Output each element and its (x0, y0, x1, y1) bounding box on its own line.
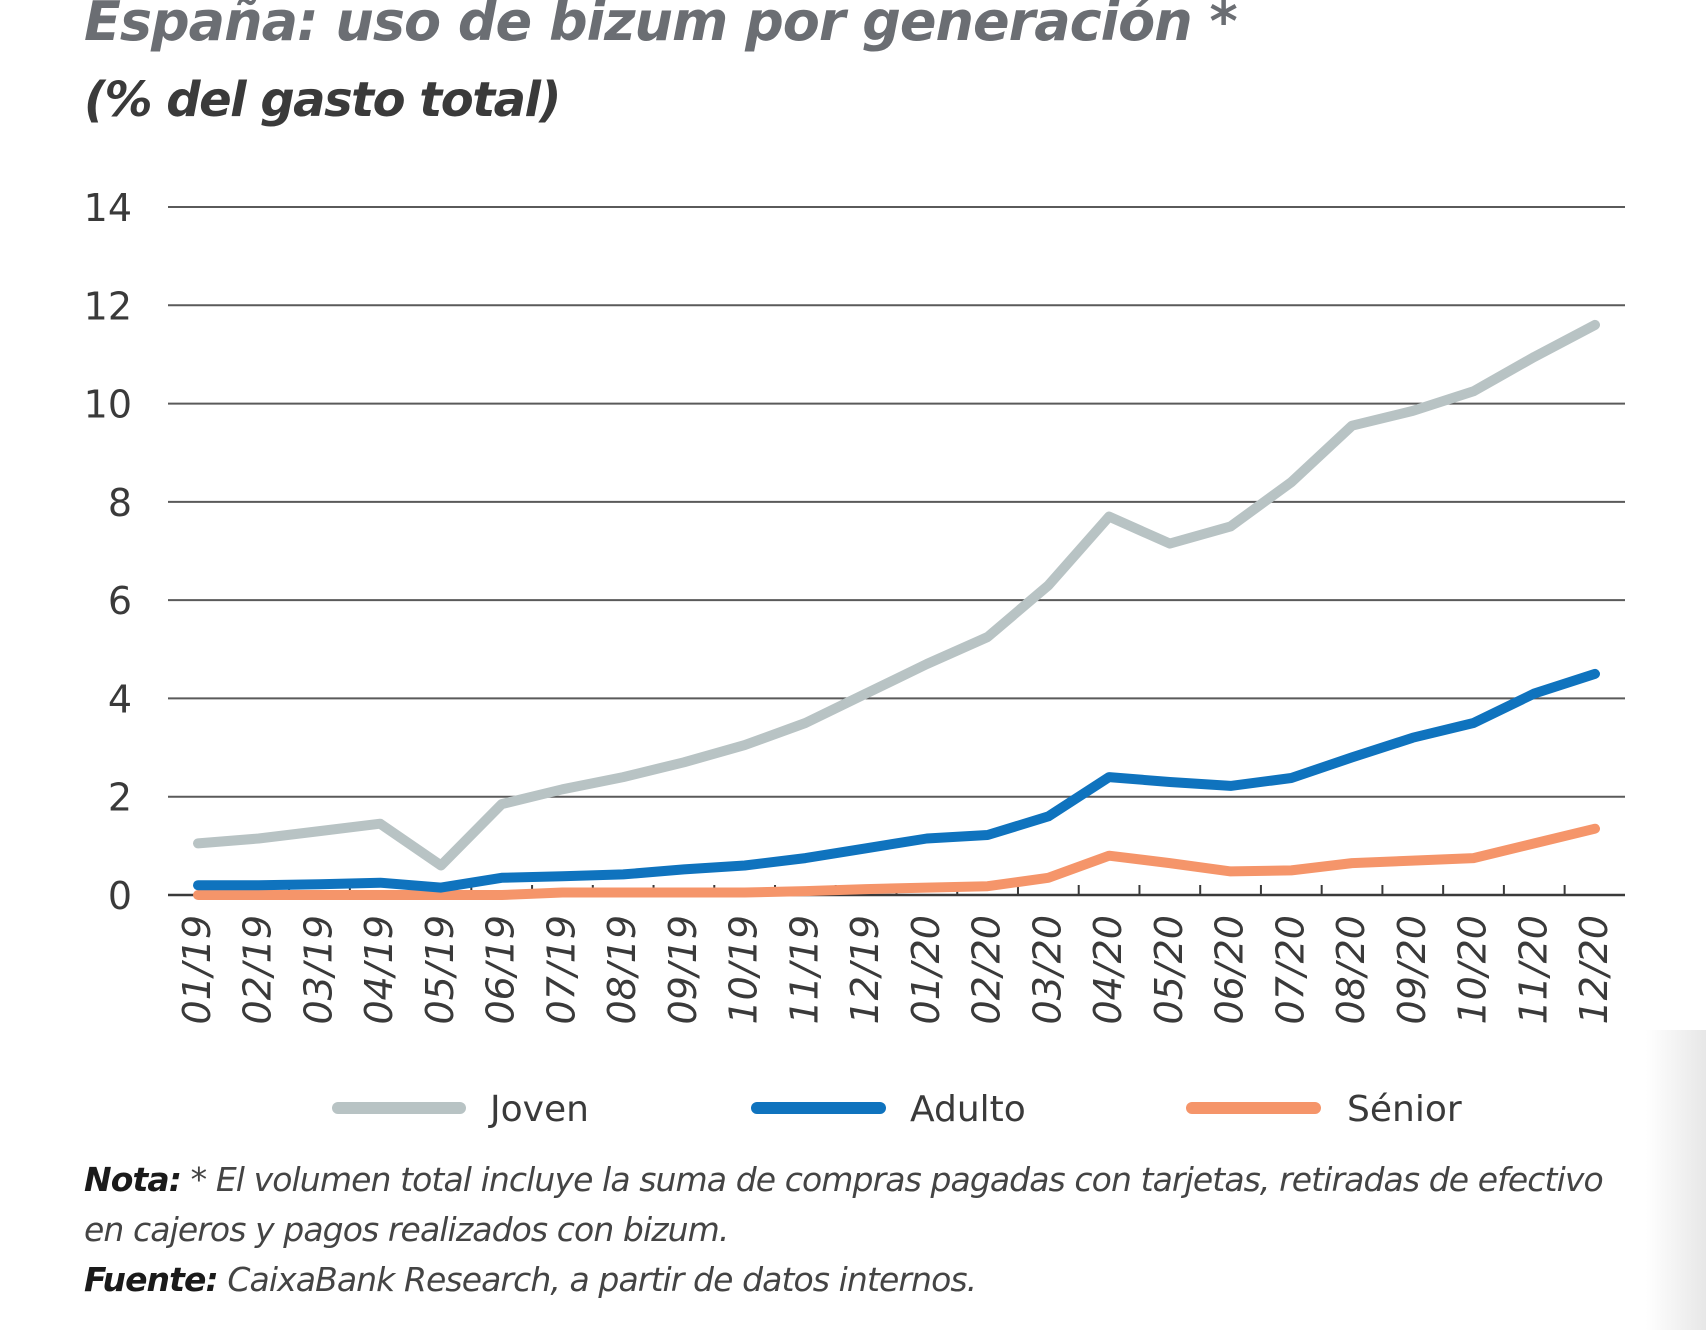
y-axis-ticks: 0 2 4 6 8 10 12 14 (84, 186, 132, 918)
nota-text-line1: * El volumen total incluye la suma de co… (190, 1160, 1604, 1199)
edge-shade (1646, 1030, 1706, 1330)
x-tick-label: 09/19 (661, 915, 705, 1025)
x-tick-label: 05/19 (418, 915, 462, 1025)
y-tick-label: 14 (84, 186, 132, 230)
chart-title: España: uso de bizum por generación * (84, 0, 1238, 53)
x-tick-label: 07/20 (1268, 915, 1312, 1025)
footnote-nota-cont: en cajeros y pagos realizados con bizum. (84, 1210, 1644, 1249)
x-tick-label: 09/20 (1390, 915, 1434, 1025)
x-tick-label: 04/19 (357, 915, 401, 1025)
x-tick-label: 10/19 (722, 915, 766, 1025)
y-tick-label: 10 (84, 383, 132, 427)
legend-label: Joven (488, 1089, 589, 1130)
y-tick-label: 6 (108, 579, 132, 623)
x-tick-label: 12/19 (843, 915, 887, 1025)
x-tick-label: 01/20 (904, 915, 948, 1025)
fuente-text: CaixaBank Research, a partir de datos in… (227, 1260, 977, 1299)
x-tick-label: 06/20 (1208, 915, 1252, 1025)
legend: Joven Adulto Sénior (332, 1089, 1462, 1130)
x-tick-label: 03/19 (296, 915, 340, 1025)
series-line-joven (193, 319, 1600, 871)
x-tick-label: 02/19 (236, 915, 280, 1025)
x-tick-label: 08/20 (1329, 915, 1373, 1025)
line-chart: 0 2 4 6 8 10 12 14 01/19 02/19 03/19 04/19 05/19 06/… (84, 186, 1625, 1130)
nota-label: Nota: (84, 1160, 182, 1199)
series-lines (193, 319, 1600, 900)
x-tick-label: 11/20 (1511, 915, 1555, 1025)
footnote-fuente: Fuente: CaixaBank Research, a partir de … (84, 1260, 1644, 1299)
x-tick-label: 08/19 (600, 915, 644, 1025)
x-tick-label: 02/20 (965, 915, 1009, 1025)
x-tick-label: 06/19 (479, 915, 523, 1025)
x-tick-label: 10/20 (1451, 915, 1495, 1025)
x-tick-label: 03/20 (1025, 915, 1069, 1025)
x-tick-label: 11/19 (782, 915, 826, 1025)
x-tick-label: 12/20 (1572, 915, 1616, 1025)
y-tick-label: 0 (108, 874, 132, 918)
legend-label: Sénior (1347, 1089, 1462, 1130)
x-tick-label: 01/19 (175, 915, 219, 1025)
x-tick-label: 05/20 (1147, 915, 1191, 1025)
y-tick-label: 2 (108, 776, 132, 820)
y-tick-label: 12 (84, 284, 132, 328)
series-line-adulto (193, 668, 1600, 893)
footnote-nota: Nota: * El volumen total incluye la suma… (84, 1160, 1644, 1199)
series-line-senior (193, 823, 1600, 900)
gridlines (168, 206, 1625, 798)
nota-text-line2: en cajeros y pagos realizados con bizum. (84, 1210, 729, 1249)
y-tick-label: 4 (108, 677, 132, 721)
chart-subtitle: (% del gasto total) (84, 72, 561, 128)
x-tick-label: 04/20 (1086, 915, 1130, 1025)
x-axis-ticks: 01/19 02/19 03/19 04/19 05/19 06/19 07/19 08/19… (175, 915, 1616, 1025)
x-tick-label: 07/19 (539, 915, 583, 1025)
y-tick-label: 8 (108, 481, 132, 525)
legend-label: Adulto (910, 1089, 1026, 1130)
fuente-label: Fuente: (84, 1260, 219, 1299)
